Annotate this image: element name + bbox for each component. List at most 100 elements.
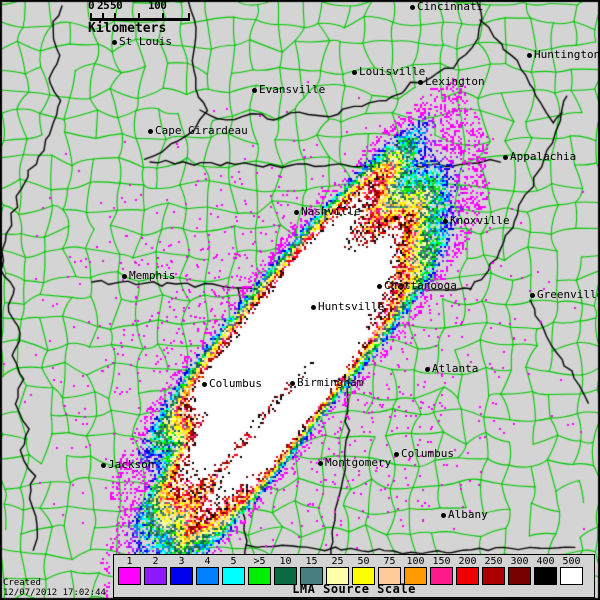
city-dot-icon — [425, 367, 430, 372]
city-dot-icon — [352, 70, 357, 75]
legend-item: 400 — [533, 556, 558, 585]
city-label: Lexington — [425, 75, 485, 88]
legend-item-label: 100 — [406, 556, 425, 567]
city-label: Chattanooga — [384, 279, 457, 292]
legend-item: 3 — [169, 556, 194, 585]
legend-item: 250 — [481, 556, 506, 585]
legend-item: 5 — [221, 556, 246, 585]
legend-item-swatch — [404, 567, 427, 585]
city-label: Columbus — [401, 447, 454, 460]
city-dot-icon — [311, 305, 316, 310]
city-dot-icon — [441, 513, 446, 518]
legend-item-swatch — [196, 567, 219, 585]
city-dot-icon — [148, 129, 153, 134]
city-label: Huntington — [534, 48, 600, 61]
legend-item: 150 — [429, 556, 454, 585]
city-dot-icon — [410, 5, 415, 10]
legend-item: >5 — [247, 556, 272, 585]
city-label: Memphis — [129, 269, 176, 282]
legend-item-label: 200 — [458, 556, 477, 567]
legend-item-swatch — [456, 567, 479, 585]
city-dot-icon — [530, 293, 535, 298]
legend-item-swatch — [378, 567, 401, 585]
legend-item: 100 — [403, 556, 428, 585]
legend-item-swatch — [300, 567, 323, 585]
city-dot-icon — [377, 284, 382, 289]
city-label: Cape Girardeau — [155, 124, 248, 137]
legend-item-label: 2 — [152, 556, 159, 567]
legend-item: 2 — [143, 556, 168, 585]
legend-item: 500 — [559, 556, 584, 585]
legend-item-swatch — [326, 567, 349, 585]
city-label: Greenville — [537, 288, 600, 301]
city-dot-icon — [290, 381, 295, 386]
city-dot-icon — [443, 219, 448, 224]
legend-item: 15 — [299, 556, 324, 585]
city-label: Albany — [448, 508, 488, 521]
legend-item-swatch — [248, 567, 271, 585]
legend-item-swatch — [352, 567, 375, 585]
legend-item-label: 3 — [178, 556, 185, 567]
legend-item-label: 50 — [357, 556, 370, 567]
legend-item: 1 — [117, 556, 142, 585]
city-label: St Louis — [119, 35, 172, 48]
city-dot-icon — [418, 80, 423, 85]
legend-item-label: 400 — [536, 556, 555, 567]
city-dot-icon — [252, 88, 257, 93]
legend-item-label: 500 — [562, 556, 581, 567]
legend-item-swatch — [222, 567, 245, 585]
city-dot-icon — [202, 382, 207, 387]
city-label: Evansville — [259, 83, 326, 96]
legend-item: 200 — [455, 556, 480, 585]
city-label: Louisville — [359, 65, 426, 78]
legend-item-swatch — [144, 567, 167, 585]
legend-swatch-row: 1 2 3 4 5 >5 10 15 25 50 75 100 150 200 250 300 400 500 — [117, 556, 584, 585]
legend-item: 25 — [325, 556, 350, 585]
city-label: Atlanta — [432, 362, 479, 375]
city-dot-icon — [112, 40, 117, 45]
city-dot-icon — [101, 463, 106, 468]
legend-item-label: 10 — [279, 556, 292, 567]
legend-item: 10 — [273, 556, 298, 585]
legend-item-swatch — [560, 567, 583, 585]
city-dot-icon — [122, 274, 127, 279]
legend-item: 75 — [377, 556, 402, 585]
legend-item: 50 — [351, 556, 376, 585]
created-stamp: Created 12/07/2012 17:02:44 — [3, 578, 106, 598]
legend-item-swatch — [170, 567, 193, 585]
city-label: Cincinnati — [417, 0, 484, 13]
legend-item-label: >5 — [253, 556, 266, 567]
legend-item-label: 1 — [126, 556, 133, 567]
city-label: Montgomery — [325, 456, 392, 469]
city-dot-icon — [318, 461, 323, 466]
legend-item: 4 — [195, 556, 220, 585]
city-label: Huntsville — [318, 300, 385, 313]
city-label: Jackson — [108, 458, 155, 471]
legend-panel: 1 2 3 4 5 >5 10 15 25 50 75 100 150 200 250 300 400 500 L… — [113, 554, 595, 598]
legend-item-label: 150 — [432, 556, 451, 567]
legend-item-label: 4 — [204, 556, 211, 567]
legend-item-swatch — [274, 567, 297, 585]
created-label: Created — [3, 578, 41, 588]
legend-item-swatch — [118, 567, 141, 585]
city-dot-icon — [294, 210, 299, 215]
legend-item-label: 300 — [510, 556, 529, 567]
legend-item-label: 25 — [331, 556, 344, 567]
city-label: Appalachia — [510, 150, 577, 163]
created-timestamp: 12/07/2012 17:02:44 — [3, 588, 106, 598]
city-dot-icon — [503, 155, 508, 160]
city-label: Nashville — [301, 205, 361, 218]
city-label: Knoxville — [450, 214, 510, 227]
legend-item-swatch — [508, 567, 531, 585]
legend-item: 300 — [507, 556, 532, 585]
legend-item-label: 15 — [305, 556, 318, 567]
legend-item-label: 250 — [484, 556, 503, 567]
city-label: Columbus — [209, 377, 262, 390]
city-dot-icon — [394, 452, 399, 457]
legend-item-swatch — [430, 567, 453, 585]
legend-item-label: 5 — [230, 556, 237, 567]
legend-title: LMA Source Scale — [292, 582, 416, 596]
legend-item-swatch — [482, 567, 505, 585]
